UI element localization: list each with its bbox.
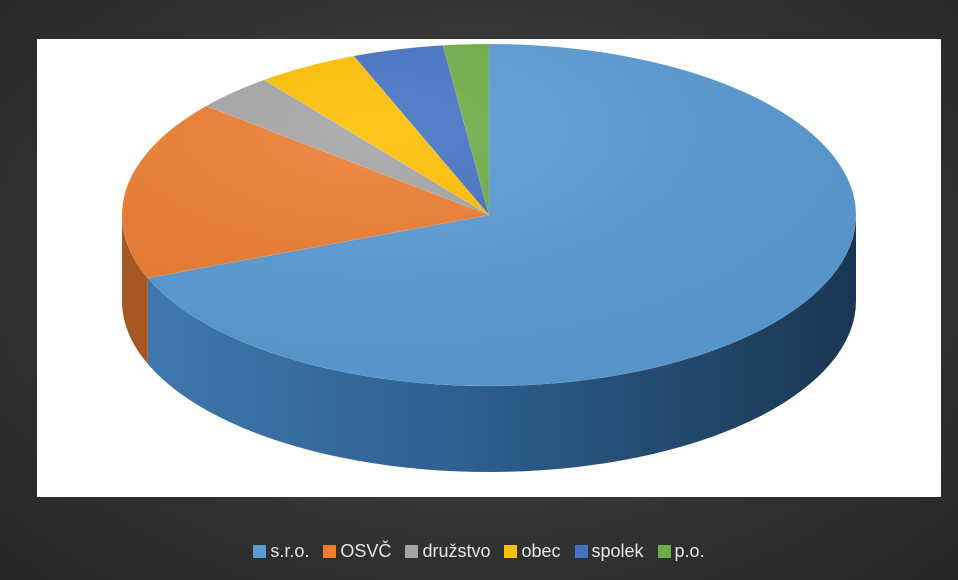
pie-tops [121,43,857,387]
pie-slices-group [121,43,857,472]
legend-item: p.o. [657,540,705,562]
legend-swatch [405,544,419,558]
legend-label: družstvo [422,540,491,561]
legend-item: družstvo [405,541,490,562]
legend-item: OSVČ [323,541,391,562]
legend-swatch [657,544,671,558]
legend-swatch [253,544,267,558]
pie-side-s.r.o. [147,215,856,472]
legend-item: s.r.o. [253,541,309,562]
legend-item: spolek [574,540,644,562]
legend-label: p.o. [674,540,705,561]
legend-swatch [574,544,588,558]
legend-label: spolek [591,540,644,561]
legend-item: obec [504,540,561,562]
legend-label: OSVČ [340,540,392,561]
legend: s.r.o. OSVČ družstvo obec spolek p.o. [0,536,958,566]
legend-swatch [323,544,337,558]
legend-label: s.r.o. [270,540,310,561]
legend-label: obec [521,540,561,561]
legend-swatch [504,544,518,558]
